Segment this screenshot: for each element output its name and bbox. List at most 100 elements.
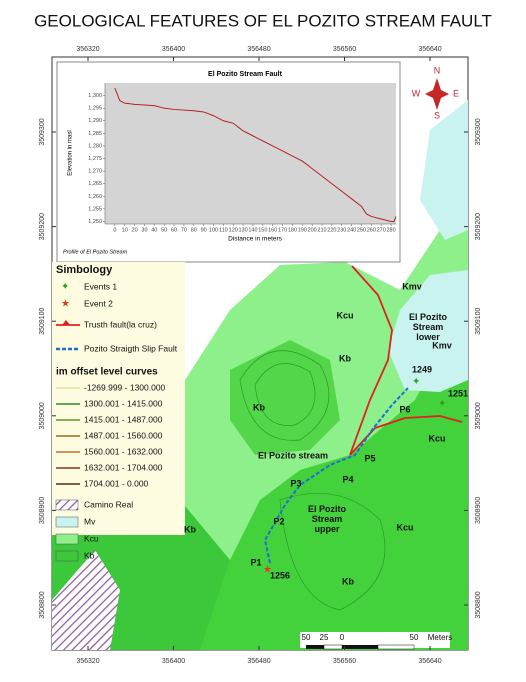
scale-label: 0: [340, 633, 345, 642]
map-label: 1249: [412, 364, 432, 374]
scale-label: Meters: [428, 633, 452, 642]
x-tick-label: 260: [367, 227, 376, 233]
map-x-label: 356480: [247, 46, 270, 53]
map-x-label: 356400: [162, 46, 185, 53]
x-tick-label: 10: [122, 227, 128, 233]
map-label: P5: [364, 453, 375, 463]
x-tick-label: 0: [113, 227, 116, 233]
x-tick-label: 150: [258, 227, 267, 233]
map-label: Kmv: [402, 281, 422, 291]
map-y-label: 3508800: [475, 591, 482, 618]
x-tick-label: 60: [171, 227, 177, 233]
scale-label: 50: [302, 633, 311, 642]
y-tick-label: 1,270: [88, 169, 102, 175]
y-tick-label: 1,280: [88, 143, 102, 149]
svg-text:★: ★: [61, 299, 70, 310]
legend-item: Pozito Straigth Slip Fault: [84, 343, 178, 353]
event-1-marker: ✦: [438, 399, 446, 410]
x-tick-label: 30: [141, 227, 147, 233]
map-y-label: 3509100: [39, 307, 46, 334]
scale-label: 50: [410, 633, 419, 642]
map-x-label: 356480: [247, 658, 270, 665]
map-x-label: 356640: [418, 46, 441, 53]
legend-item: Mv: [84, 516, 96, 526]
y-tick-label: 1,255: [88, 206, 102, 212]
legend-item: Events 1: [84, 281, 117, 291]
y-tick-label: 1,275: [88, 156, 102, 162]
legend-item: 1487.001 - 1560.000: [84, 430, 163, 440]
map-y-label: 3509200: [39, 213, 46, 240]
east-label: E: [453, 88, 459, 98]
x-tick-label: 140: [248, 227, 257, 233]
legend-symbols: ✦ ★: [55, 282, 80, 562]
legend-item: Camino Real: [84, 499, 133, 509]
x-tick-label: 100: [209, 227, 218, 233]
y-tick-label: 1,265: [88, 181, 102, 187]
faults: ✦ ✦ ★: [263, 265, 463, 576]
north-arrow: N S E W: [412, 65, 459, 120]
y-tick-label: 1,300: [88, 93, 102, 99]
legend-item: 1300.001 - 1415.000: [84, 398, 163, 408]
x-tick-label: 70: [181, 227, 187, 233]
profile-title: El Pozito Stream Fault: [208, 71, 283, 78]
map-y-label: 3509000: [475, 402, 482, 429]
x-tick-label: 110: [219, 227, 228, 233]
map-label: Kb: [342, 576, 354, 586]
legend-subtitle: im offset level curves: [56, 367, 158, 378]
y-axis-label: Elevation in masl: [68, 130, 74, 175]
legend-item: -1269.999 - 1300.000: [84, 382, 166, 392]
profile-note: Profile of El Pozito Stream: [63, 249, 128, 255]
page-title: GEOLOGICAL FEATURES OF EL POZITO STREAM …: [34, 11, 492, 30]
map-label: Kcu: [336, 310, 353, 320]
x-tick-label: 250: [357, 227, 366, 233]
map-x-label: 356560: [333, 658, 356, 665]
map-label: Kb: [184, 524, 196, 534]
y-tick-label: 1,285: [88, 131, 102, 137]
event-1-marker: ✦: [412, 377, 420, 388]
x-tick-label: 200: [308, 227, 317, 233]
map-label: Kb: [339, 353, 351, 363]
legend-item: Kcu: [84, 533, 99, 543]
map-label: El Pozito Stream lower: [409, 312, 448, 342]
map-y-label: 3509200: [475, 213, 482, 240]
y-tick-label: 1,295: [88, 106, 102, 112]
y-tick-label: 1,290: [88, 118, 102, 124]
map-label: P2: [273, 516, 284, 526]
west-label: W: [412, 88, 421, 98]
legend-item: 1632.001 - 1704.000: [84, 462, 163, 472]
legend-item: Kb: [84, 550, 95, 560]
map-label: P3: [290, 478, 301, 488]
map-label: Kmv: [432, 340, 452, 350]
legend-item: 1415.001 - 1487.000: [84, 414, 163, 424]
x-tick-label: 40: [151, 227, 157, 233]
x-tick-label: 180: [288, 227, 297, 233]
map-y-label: 3508900: [475, 497, 482, 524]
map-x-label: 356400: [162, 658, 185, 665]
map-y-label: 3509100: [475, 307, 482, 334]
x-tick-label: 280: [386, 227, 395, 233]
legend-item: 1704.001 - 0.000: [84, 478, 149, 488]
map-label: Kcu: [396, 522, 413, 532]
scale-label: 25: [320, 633, 329, 642]
legend-title: Simbology: [56, 264, 113, 276]
legend: [52, 262, 185, 535]
map-x-label: 356320: [76, 46, 99, 53]
x-tick-label: 270: [377, 227, 386, 233]
north-label: N: [434, 65, 441, 75]
map-label: Kcu: [428, 433, 445, 443]
x-tick-label: 90: [201, 227, 207, 233]
x-tick-label: 220: [327, 227, 336, 233]
map-label: P1: [250, 557, 261, 567]
map-label: P6: [399, 404, 410, 414]
scale-bar: [300, 632, 450, 650]
x-tick-label: 80: [191, 227, 197, 233]
x-axis-label: Distance in meters: [228, 236, 283, 243]
map-label: Kb: [253, 402, 265, 412]
map-y-label: 3509000: [39, 402, 46, 429]
y-tick-label: 1,250: [88, 219, 102, 225]
map-y-label: 3509300: [39, 118, 46, 145]
map-label: 1256: [270, 570, 290, 580]
map-y-label: 3509300: [475, 118, 482, 145]
